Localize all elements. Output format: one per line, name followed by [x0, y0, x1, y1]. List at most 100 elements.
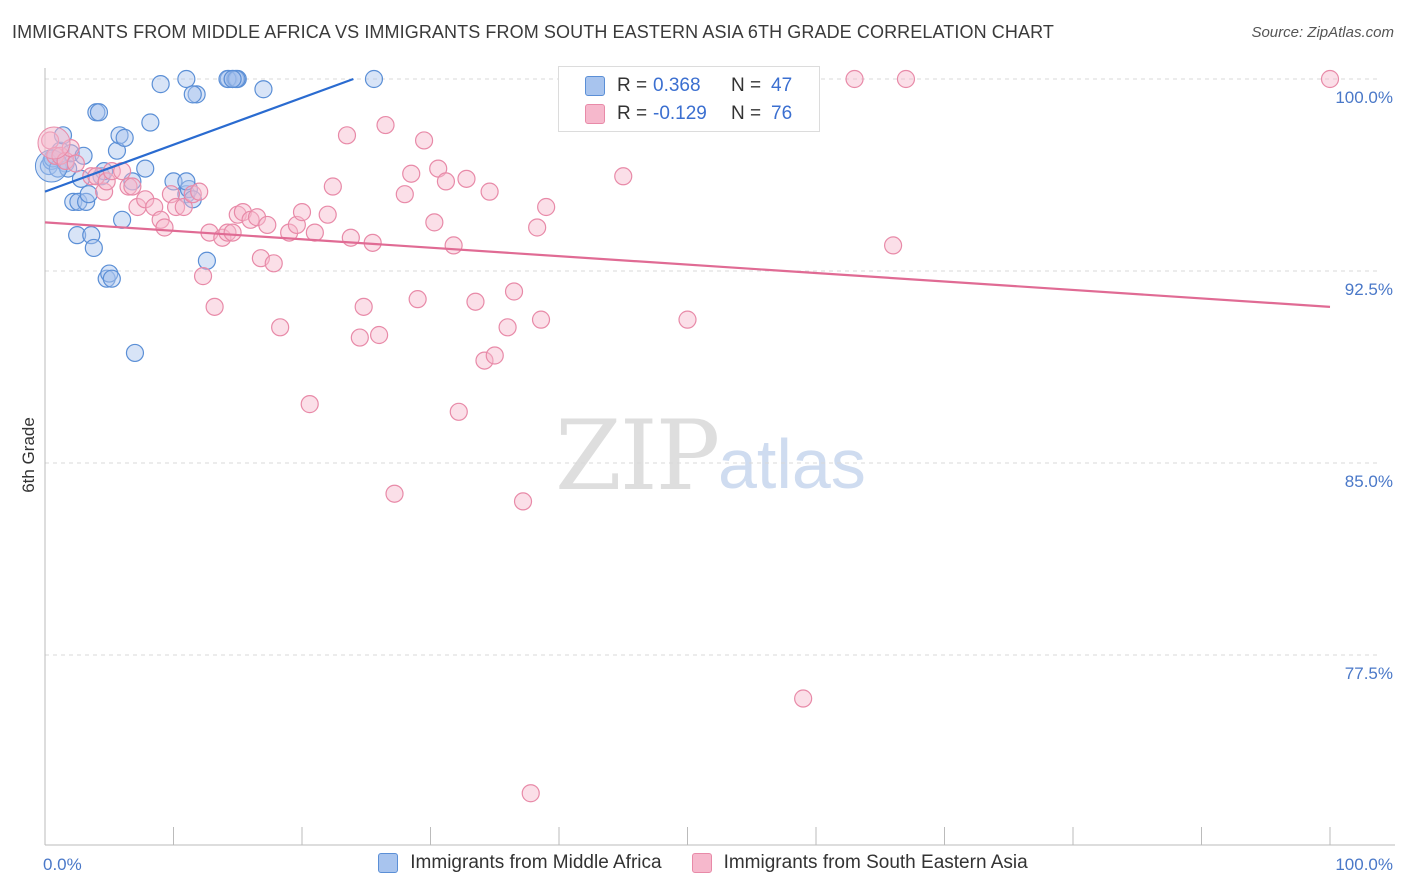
pink-swatch — [585, 104, 605, 124]
sea-point — [475, 351, 494, 370]
legend-item-middle-africa: Immigrants from Middle Africa — [378, 852, 662, 874]
legend-r-value: -0.129 — [653, 103, 707, 124]
sea-point — [205, 297, 224, 316]
sea-point — [318, 205, 337, 224]
sea-point — [528, 218, 547, 237]
y-tick-label: 77.5% — [1345, 664, 1393, 683]
legend-n-label: N = — [731, 75, 762, 96]
sea-point — [457, 169, 476, 188]
sea-point — [337, 126, 357, 145]
sea-point — [414, 131, 434, 150]
stats-legend: R = 0.368 N = 47 R = -0.129 N = 76 — [558, 66, 820, 132]
africa-point — [254, 80, 273, 99]
trend-line-middle-africa — [44, 77, 354, 193]
africa-point — [364, 69, 384, 89]
legend-n-value: 76 — [771, 103, 793, 124]
trend-lines — [44, 77, 1331, 308]
africa-point — [177, 69, 196, 89]
sea-point — [531, 310, 551, 329]
africa-point — [227, 69, 246, 89]
sea-point — [425, 213, 444, 232]
africa-point — [197, 251, 217, 270]
sea-point — [174, 197, 193, 217]
sea-point — [166, 197, 186, 217]
africa-point — [69, 192, 88, 211]
legend-r-value: 0.368 — [653, 75, 701, 96]
africa-point — [183, 85, 202, 104]
sea-point — [385, 484, 404, 503]
sea-point — [300, 395, 319, 414]
sea-point — [292, 203, 312, 222]
sea-point — [537, 197, 556, 217]
sea-point — [264, 254, 283, 273]
sea-point — [395, 185, 414, 204]
legend-label-middle-africa: Immigrants from Middle Africa — [410, 852, 662, 873]
africa-point — [84, 238, 103, 258]
legend-row-blue: R = 0.368 N = 47 — [559, 72, 792, 100]
legend-r-label: R = — [617, 103, 648, 124]
sea-point — [513, 492, 533, 511]
sea-point — [678, 310, 697, 329]
sea-point — [155, 218, 174, 237]
axis-labels: 100.0% 92.5% 85.0% 77.5% 0.0% 100.0% 6th Grade — [19, 88, 1393, 874]
sea-point — [280, 223, 299, 242]
sea-point — [896, 69, 916, 89]
trend-line-south-eastern-asia — [44, 221, 1331, 308]
sea-point — [247, 208, 267, 227]
sea-point — [485, 346, 504, 365]
africa-point — [141, 113, 160, 132]
watermark-atlas: atlas — [718, 425, 866, 503]
legend-n-label: N = — [731, 103, 762, 124]
sea-point — [305, 223, 324, 242]
africa-point — [68, 226, 87, 245]
africa-point — [102, 269, 121, 288]
legend-row-pink: R = -0.129 N = 76 — [559, 100, 792, 128]
chart-title: IMMIGRANTS FROM MIDDLE AFRICA VS IMMIGRA… — [12, 22, 1054, 42]
y-tick-label: 85.0% — [1345, 472, 1393, 491]
blue-swatch — [378, 853, 399, 873]
sea-point — [845, 69, 864, 89]
legend-item-south-eastern-asia: Immigrants from South Eastern Asia — [691, 852, 1028, 874]
sea-point — [370, 325, 389, 345]
sea-point — [323, 177, 342, 196]
sea-point — [218, 223, 237, 242]
sea-point — [794, 689, 813, 708]
sea-point — [504, 282, 524, 301]
sea-point — [498, 318, 517, 337]
sea-point — [402, 164, 421, 183]
legend-r-label: R = — [617, 75, 648, 96]
sea-point — [408, 290, 427, 309]
sea-point — [190, 182, 209, 201]
africa-point — [64, 192, 83, 211]
y-axis-label: 6th Grade — [19, 417, 38, 493]
sea-point — [350, 328, 369, 347]
sea-point — [119, 177, 138, 196]
africa-point — [110, 126, 129, 145]
pink-swatch — [691, 853, 712, 873]
sea-point — [1320, 69, 1340, 89]
africa-point — [79, 185, 98, 204]
sea-point — [480, 182, 499, 201]
africa-point — [97, 269, 116, 288]
sea-point — [193, 267, 213, 286]
sea-point — [883, 236, 903, 255]
africa-point — [125, 343, 145, 363]
sea-point — [521, 784, 540, 803]
sea-point — [614, 167, 633, 186]
africa-point — [223, 69, 242, 89]
y-tick-label: 100.0% — [1335, 88, 1393, 107]
africa-point — [112, 210, 132, 229]
sea-point — [436, 172, 456, 191]
axes — [44, 68, 1395, 846]
sea-point — [376, 115, 395, 135]
x-tick-label: 0.0% — [43, 855, 82, 874]
africa-point — [89, 103, 109, 122]
sea-point — [444, 236, 463, 255]
sea-point — [223, 223, 242, 242]
africa-point — [115, 128, 134, 147]
x-tick-label: 100.0% — [1335, 855, 1393, 874]
sea-point — [271, 318, 290, 337]
series-south-eastern-asia-points — [37, 69, 1340, 803]
africa-point — [151, 75, 170, 94]
